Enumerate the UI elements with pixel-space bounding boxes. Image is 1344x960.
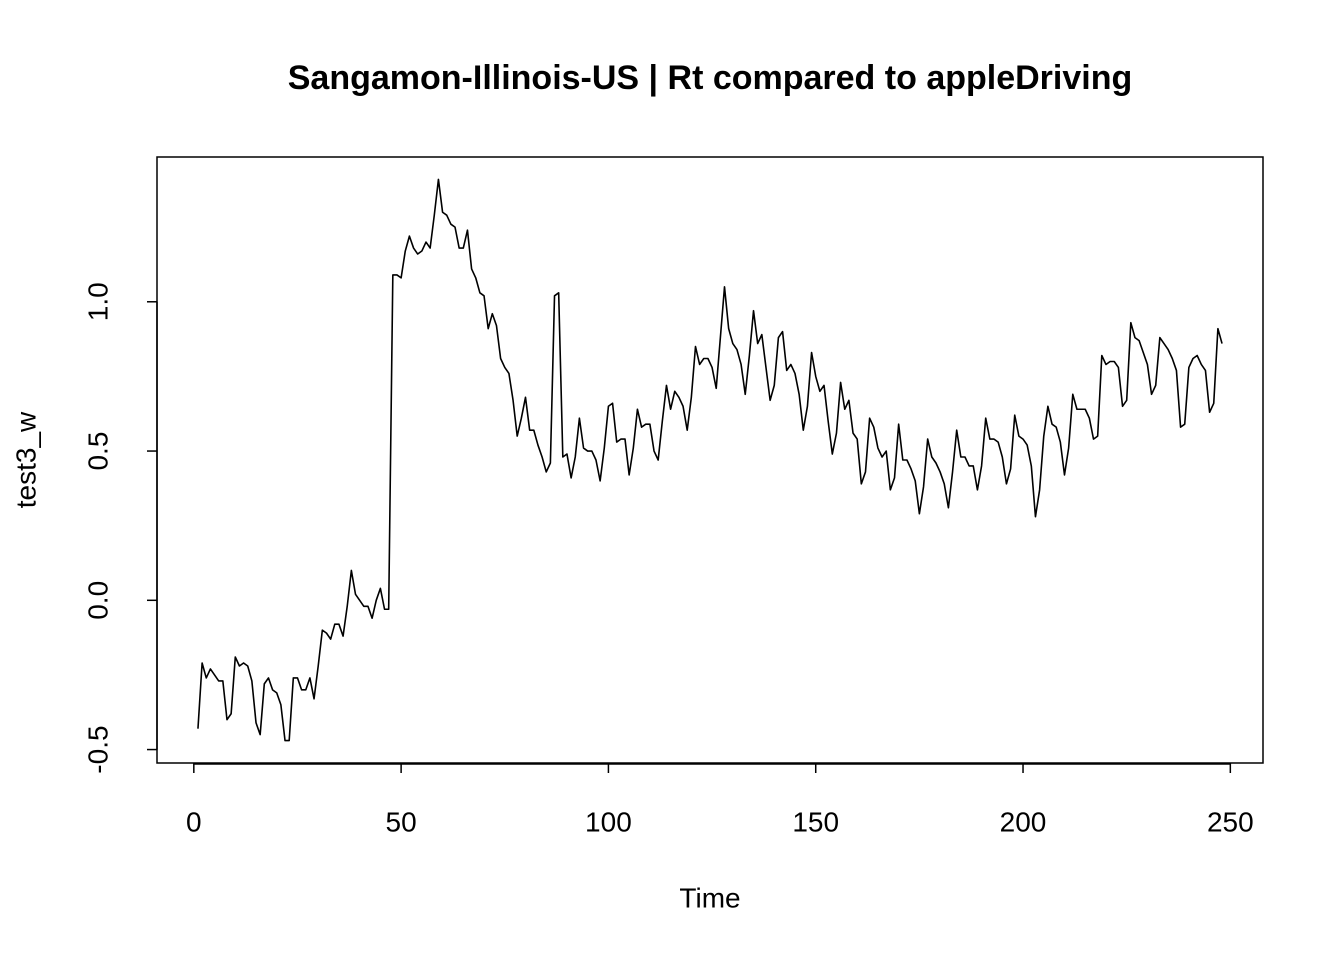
x-tick-label: 50 (386, 806, 417, 837)
x-tick-label: 200 (1000, 806, 1047, 837)
y-tick-label: -0.5 (82, 725, 113, 773)
x-tick-label: 150 (792, 806, 839, 837)
chart-title: Sangamon-Illinois-US | Rt compared to ap… (288, 59, 1133, 97)
series-line (197, 178, 1223, 742)
y-tick-label: 1.0 (82, 282, 113, 321)
y-tick-label: 0.0 (82, 581, 113, 620)
x-tick-label: 100 (585, 806, 632, 837)
x-axis-label: Time (679, 882, 740, 913)
y-tick-label: 0.5 (82, 432, 113, 471)
plot-box (156, 156, 1264, 764)
x-tick-label: 0 (186, 806, 202, 837)
y-axis-label: test3_w (10, 411, 41, 508)
x-tick-label: 250 (1207, 806, 1254, 837)
